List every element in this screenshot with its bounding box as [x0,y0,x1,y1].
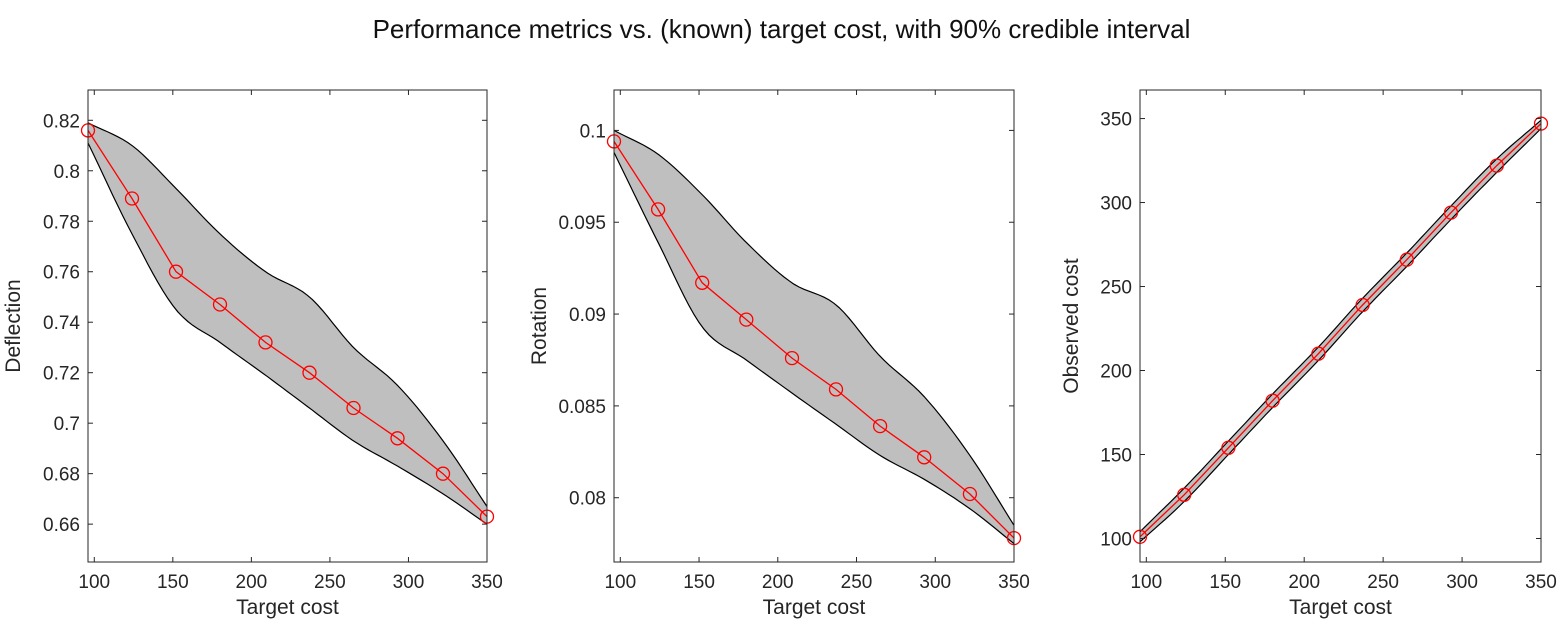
observed-cost-series-line [1139,123,1542,538]
rotation-series-line [613,141,1015,539]
rotation-y-axis-label: Rotation [528,287,551,365]
observed-cost-band-upper-edge [1139,119,1542,533]
rotation-data-point [917,450,932,465]
deflection-data-point [435,466,451,481]
deflection-y-axis-label: Deflection [2,279,25,372]
observed-cost-y-tick-label: 150 [1100,445,1132,466]
deflection-y-tick-label: 0.66 [43,515,80,536]
deflection-y-tick-label: 0.78 [43,212,80,233]
observed-cost-x-tick-label: 150 [1209,572,1241,593]
observed-cost-data-point [1489,158,1504,173]
deflection-x-tick-label: 300 [393,572,425,593]
deflection-data-point [258,335,273,350]
rotation-data-point [784,350,800,366]
rotation-x-axis-label: Target cost [763,596,866,619]
rotation-x-tick-label: 300 [919,572,951,593]
rotation-x-tick-label: 150 [683,572,715,593]
deflection-data-point [124,191,140,206]
rotation-data-point [650,202,666,217]
observed-cost-y-tick-label: 300 [1100,194,1132,215]
observed-cost-y-tick-label: 200 [1100,362,1132,383]
deflection-y-tick-label: 0.82 [43,111,80,132]
observed-cost-x-tick-label: 200 [1288,572,1320,593]
observed-cost-x-tick-label: 250 [1367,572,1399,593]
deflection-data-point [168,264,184,279]
observed-cost-x-tick-label: 300 [1446,572,1478,593]
deflection-y-tick-label: 0.76 [43,263,80,284]
deflection-x-tick-label: 250 [314,572,346,593]
rotation-x-tick-label: 200 [762,572,794,593]
rotation-y-tick-label: 0.095 [558,213,606,234]
deflection-axes-box [87,89,488,563]
observed-cost-band-lower-edge [1139,128,1542,543]
observed-cost-data-point [1443,205,1459,220]
deflection-x-axis-label: Target cost [236,596,339,619]
observed-cost-x-tick-label: 350 [1525,572,1557,593]
rotation-x-tick-label: 250 [841,572,873,593]
rotation-x-tick-label: 100 [604,572,636,593]
observed-cost-data-point [1221,440,1236,455]
rotation-y-tick-label: 0.1 [580,121,606,142]
rotation-axes-box [613,89,1015,563]
rotation-data-point [872,418,888,434]
rotation-data-point [828,382,844,397]
rotation-y-tick-label: 0.09 [569,305,606,326]
figure-title: Performance metrics vs. (known) target c… [372,14,1191,44]
deflection-y-tick-label: 0.74 [43,313,80,334]
observed-cost-data-point [1265,393,1280,408]
observed-cost-data-point [1355,297,1370,313]
observed-cost-x-tick-label: 100 [1130,572,1162,593]
observed-cost-data-point [1177,487,1192,502]
deflection-data-point [302,365,317,380]
observed-cost-credible-band [1140,120,1541,542]
deflection-y-tick-label: 0.8 [54,162,80,183]
observed-cost-y-axis-label: Observed cost [1060,258,1083,394]
observed-cost-y-tick-label: 100 [1100,529,1132,550]
rotation-data-point [962,486,978,502]
deflection-series-line [87,130,488,518]
deflection-data-point [346,400,361,416]
deflection-x-tick-label: 350 [471,572,503,593]
observed-cost-data-point [1311,346,1326,361]
observed-cost-axes-box [1139,89,1542,563]
observed-cost-y-tick-label: 350 [1100,110,1132,131]
deflection-x-tick-label: 150 [157,572,189,593]
deflection-y-tick-label: 0.72 [43,364,80,385]
rotation-data-point [695,275,710,290]
rotation-data-point [739,312,754,327]
rotation-band-lower-edge [613,152,1015,545]
observed-cost-y-tick-label: 250 [1100,278,1132,299]
observed-cost-data-point [1399,252,1414,267]
deflection-credible-band [88,122,487,525]
rotation-band-upper-edge [613,129,1015,526]
deflection-band-lower-edge [87,142,488,525]
deflection-y-tick-label: 0.7 [54,414,80,435]
deflection-data-point [212,297,228,312]
rotation-y-tick-label: 0.085 [558,397,606,418]
deflection-y-tick-label: 0.68 [43,465,80,486]
rotation-x-tick-label: 350 [998,572,1030,593]
deflection-x-tick-label: 100 [78,572,110,593]
rotation-credible-band [614,130,1014,544]
observed-cost-x-axis-label: Target cost [1289,596,1392,619]
rotation-y-tick-label: 0.08 [569,489,606,510]
deflection-band-upper-edge [87,122,488,507]
deflection-x-tick-label: 200 [236,572,268,593]
deflection-data-point [390,431,405,446]
